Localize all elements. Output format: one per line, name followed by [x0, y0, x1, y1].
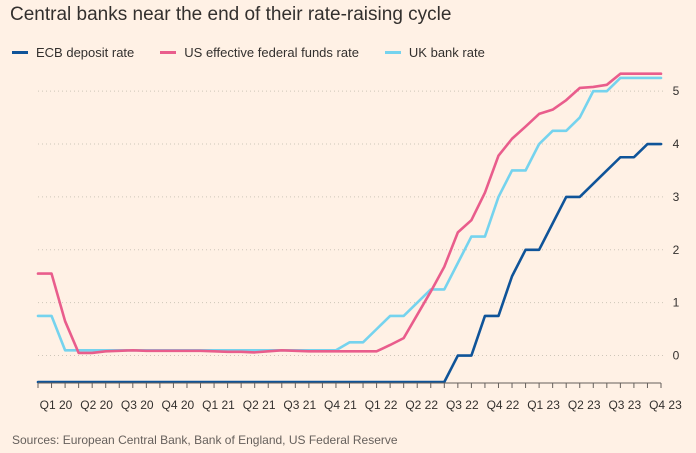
legend-swatch-ecb	[12, 51, 28, 54]
axis-layer: 0 1 2 3 4 5 Q1 20 Q2 20 Q3 20 Q4 20 Q1 21 Q2 21 Q3 2…	[37, 84, 682, 412]
legend-label-uk: UK bank rate	[408, 45, 485, 60]
legend-label-us: US effective federal funds rate	[184, 45, 359, 60]
y-tick-label-5: 5	[673, 84, 680, 98]
chart-title: Central banks near the end of their rate…	[10, 4, 452, 25]
x-tick-label: Q4 21	[324, 398, 357, 412]
source-note: Sources: European Central Bank, Bank of …	[12, 433, 398, 447]
legend-item-uk: UK bank rate	[384, 45, 485, 60]
x-tick-label: Q3 21	[283, 398, 316, 412]
x-tick-label: Q2 21	[243, 398, 276, 412]
x-tick-label: Q3 22	[446, 398, 479, 412]
x-tick-label: Q1 23	[527, 398, 560, 412]
y-tick-label-3: 3	[673, 190, 680, 204]
y-tick-label-2: 2	[673, 243, 680, 257]
x-tick-label: Q2 20	[80, 398, 113, 412]
y-tick-label-0: 0	[673, 349, 680, 363]
x-tick-label: Q1 20	[40, 398, 73, 412]
x-tick-label: Q4 22	[487, 398, 520, 412]
series-line-ecb	[36, 142, 663, 384]
legend-item-us: US effective federal funds rate	[160, 45, 359, 60]
series-line-us	[36, 72, 663, 355]
legend: ECB deposit rate US effective federal fu…	[12, 45, 485, 60]
series-layer	[36, 72, 663, 384]
x-tick-label: Q4 23	[649, 398, 682, 412]
x-tick-label: Q1 22	[365, 398, 398, 412]
series-line-uk	[36, 76, 663, 352]
y-tick-label-4: 4	[673, 137, 680, 151]
x-tick-label: Q1 21	[202, 398, 235, 412]
x-tick-label: Q2 22	[405, 398, 438, 412]
legend-item-ecb: ECB deposit rate	[12, 45, 134, 60]
grid-layer	[38, 90, 665, 357]
legend-label-ecb: ECB deposit rate	[36, 45, 135, 60]
x-tick-label: Q3 23	[608, 398, 641, 412]
legend-swatch-uk	[384, 51, 401, 54]
x-tick-label: Q4 20	[162, 398, 195, 412]
x-tick-label: Q3 20	[121, 398, 154, 412]
x-tick-label: Q2 23	[568, 398, 601, 412]
legend-swatch-us	[160, 51, 177, 54]
y-tick-label-1: 1	[673, 296, 680, 310]
